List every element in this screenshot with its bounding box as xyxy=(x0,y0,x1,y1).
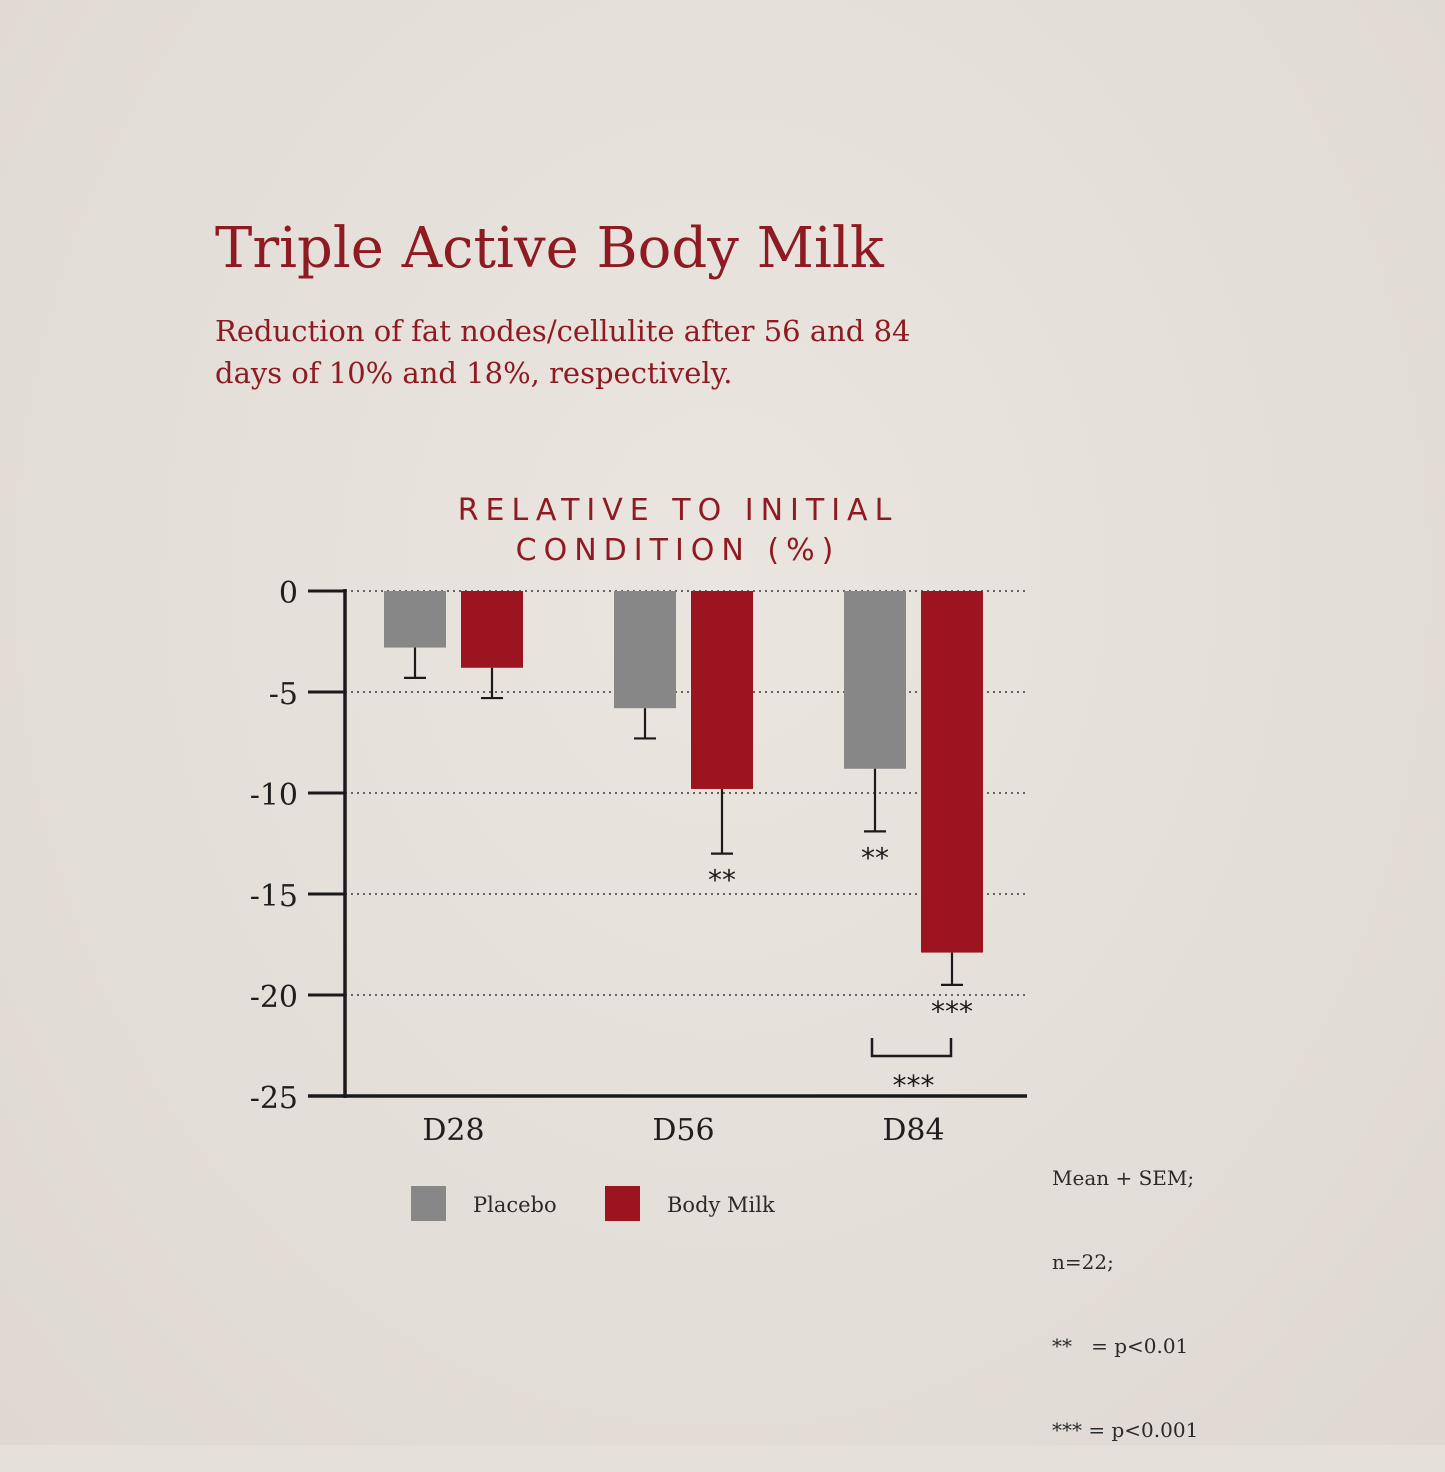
bar-placebo xyxy=(614,591,676,709)
x-tick-label: D84 xyxy=(882,1113,944,1148)
y-tick-label: -5 xyxy=(269,677,298,712)
page-subtitle: Reduction of fat nodes/cellulite after 5… xyxy=(215,314,911,390)
chart-title-line: RELATIVE TO INITIAL xyxy=(458,493,899,528)
bar-placebo xyxy=(844,591,906,769)
y-tick-label: -15 xyxy=(250,879,298,914)
footnote-line: ** = p<0.01 xyxy=(1052,1334,1189,1358)
y-tick-label: -10 xyxy=(250,778,298,813)
bar-body-milk xyxy=(921,591,983,953)
legend-swatch-body-milk xyxy=(605,1186,640,1221)
x-tick-label: D28 xyxy=(422,1113,484,1148)
y-tick-label: 0 xyxy=(279,576,298,611)
footnote-line: *** = p<0.001 xyxy=(1052,1418,1199,1442)
page-title: Triple Active Body Milk xyxy=(215,216,884,281)
footnote-line: n=22; xyxy=(1052,1250,1114,1274)
significance-label: ** xyxy=(708,864,736,897)
significance-label: ** xyxy=(861,841,889,874)
footnote-line: Mean + SEM; xyxy=(1052,1166,1195,1190)
legend-label: Placebo xyxy=(473,1193,557,1217)
significance-label: *** xyxy=(931,995,973,1028)
comparison-bracket xyxy=(870,1038,953,1058)
footnote: Mean + SEM; n=22; ** = p<0.01 *** = p<0.… xyxy=(1052,1108,1198,1472)
y-tick-label: -20 xyxy=(250,980,298,1015)
bar-placebo xyxy=(384,591,446,648)
y-tick-label: -25 xyxy=(250,1081,298,1116)
chart-title-line: CONDITION (%) xyxy=(516,533,841,568)
x-tick-label: D56 xyxy=(652,1113,714,1148)
legend-label: Body Milk xyxy=(667,1193,775,1217)
bar-body-milk xyxy=(461,591,523,668)
bar-body-milk xyxy=(691,591,753,789)
legend-swatch-placebo xyxy=(411,1186,446,1221)
